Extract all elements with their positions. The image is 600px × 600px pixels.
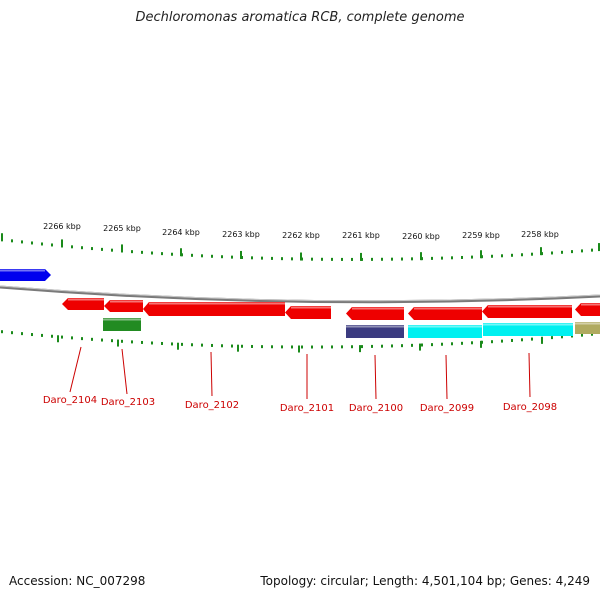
gene-red-right — [575, 303, 600, 316]
gene-daro-2101 — [285, 306, 331, 319]
scale-label: 2263 kbp — [222, 230, 260, 239]
gene-daro-2099 — [408, 307, 482, 320]
label-connector — [121, 348, 128, 395]
scale-label: 2266 kbp — [43, 222, 81, 231]
gene-daro-2100 — [346, 307, 404, 320]
cds-daro-2103-green — [103, 318, 141, 331]
gene-daro-2102 — [143, 302, 285, 316]
scale-ticks-outer — [1, 233, 600, 261]
genome-backbone — [0, 285, 600, 304]
scale-ticks-inner — [1, 330, 593, 353]
scale-label: 2259 kbp — [462, 231, 500, 240]
label-connectors — [69, 346, 531, 400]
scale-label: 2260 kbp — [402, 232, 440, 241]
cds-daro-2098-cyan — [483, 323, 573, 336]
accession-text: Accession: NC_007298 — [9, 574, 146, 588]
gene-labels: Daro_2104 Daro_2103 Daro_2102 Daro_2101 Daro… — [43, 395, 557, 414]
scale-label: 2258 kbp — [521, 230, 559, 239]
topology-text: Topology: circular; Length: 4,501,104 bp… — [260, 574, 590, 588]
gene-label: Daro_2104 — [43, 395, 97, 406]
scale-label: 2261 kbp — [342, 231, 380, 240]
scale-label: 2264 kbp — [162, 228, 200, 237]
scale-label: 2262 kbp — [282, 231, 320, 240]
gene-label: Daro_2103 — [101, 397, 155, 408]
scale-labels: 2266 kbp 2265 kbp 2264 kbp 2263 kbp 2262 kbp… — [43, 222, 559, 241]
gene-label: Daro_2098 — [503, 402, 557, 413]
cds-olive-right — [575, 322, 600, 334]
gene-label: Daro_2099 — [420, 403, 474, 414]
gene-daro-2103-red — [104, 300, 143, 312]
gene-label: Daro_2101 — [280, 403, 334, 414]
gene-label: Daro_2102 — [185, 400, 239, 411]
gene-label: Daro_2100 — [349, 403, 403, 414]
label-connector — [374, 354, 377, 400]
label-connector — [528, 352, 531, 398]
label-connector — [445, 354, 448, 400]
gene-daro-2098 — [482, 305, 572, 318]
feature-track — [0, 269, 600, 338]
cds-daro-2100-navy — [346, 325, 404, 338]
label-connector — [210, 351, 213, 397]
genome-backbone-highlight — [0, 285, 600, 302]
gene-daro-2104 — [62, 298, 104, 310]
page-title: Dechloromonas aromatica RCB, complete ge… — [135, 10, 465, 25]
gene-blue-left — [0, 269, 51, 281]
label-connector — [69, 346, 82, 393]
scale-label: 2265 kbp — [103, 224, 141, 233]
cds-daro-2099-cyan — [408, 325, 482, 338]
